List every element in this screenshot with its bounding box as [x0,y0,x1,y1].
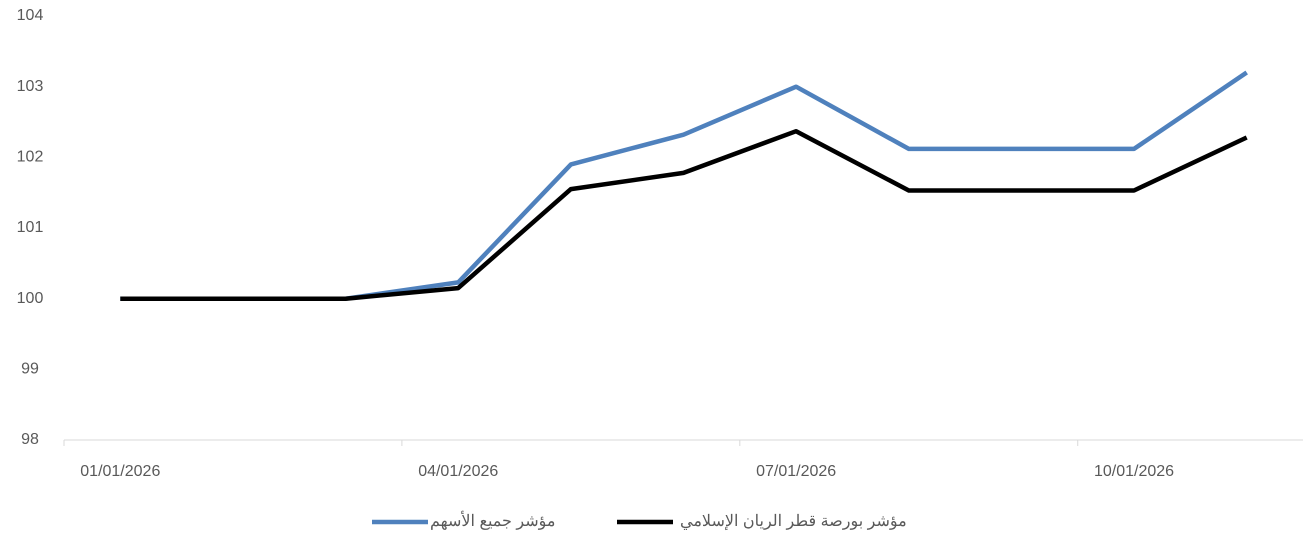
y-tick-label: 104 [17,7,44,24]
y-tick-label: 99 [21,361,39,378]
legend-label: مؤشر بورصة قطر الريان الإسلامي [680,513,907,530]
x-tick-label: 01/01/2026 [80,463,160,480]
y-tick-label: 102 [17,149,44,166]
y-tick-label: 100 [17,290,44,307]
series-line [120,70,1248,301]
legend-label: مؤشر جميع الأسهم [430,511,555,530]
y-tick-label: 103 [17,78,44,95]
x-tick-label: 10/01/2026 [1094,463,1174,480]
series-line [120,128,1248,301]
y-tick-label: 98 [21,431,39,448]
x-tick-label: 04/01/2026 [418,463,498,480]
x-tick-label: 07/01/2026 [756,463,836,480]
y-tick-label: 101 [17,219,44,236]
